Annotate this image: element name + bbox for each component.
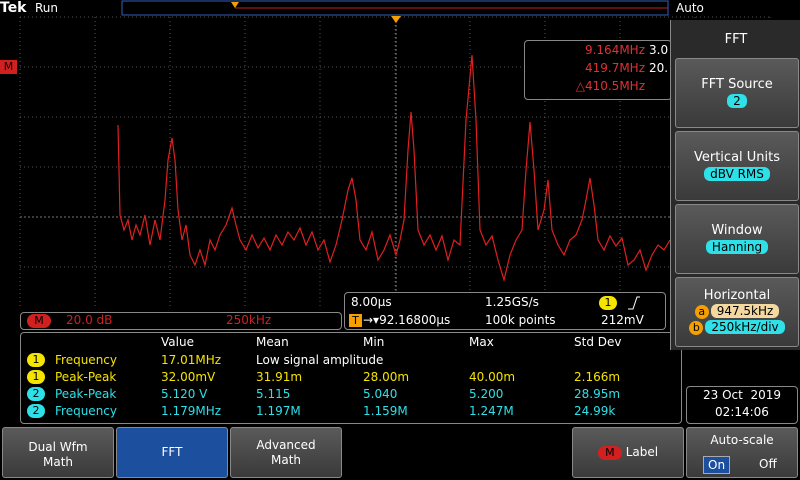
record-length: 100k points xyxy=(485,313,556,327)
fft-trace xyxy=(117,54,671,283)
meas-cell: 28.95m xyxy=(574,387,621,401)
menu-value: dBV RMS xyxy=(704,167,770,181)
meas-name: Frequency xyxy=(55,404,117,418)
label-text: Label xyxy=(625,445,659,459)
meas-cell: 17.01MHz xyxy=(161,353,222,367)
menu-button[interactable]: Horizontal a 947.5kHz b 250kHz/div xyxy=(675,277,799,347)
meas-name: Peak-Peak xyxy=(55,387,117,401)
meas-header: Value xyxy=(161,335,194,349)
trigger-pos-marker xyxy=(391,16,401,23)
meas-cell: 24.99k xyxy=(574,404,616,418)
advanced-math-button[interactable]: Advanced Math xyxy=(230,427,342,478)
menu-row: b 250kHz/div xyxy=(676,320,798,335)
meas-cell: 1.159M xyxy=(363,404,408,418)
cursor-value: 9.164MHz xyxy=(584,43,645,57)
menu-button[interactable]: Vertical Units dBV RMS xyxy=(675,131,799,201)
trigger-mode: Auto xyxy=(676,1,704,15)
meas-channel: 2 xyxy=(27,404,45,418)
meas-cell: 28.00m xyxy=(363,370,410,384)
math-tag: M xyxy=(27,314,51,328)
meas-cell: Low signal amplitude xyxy=(256,353,384,367)
menu-value: 2 xyxy=(727,94,747,108)
autoscale-button[interactable]: Auto-scale On Off xyxy=(686,427,798,478)
autoscale-on: On xyxy=(703,456,731,474)
meas-cell: 1.247M xyxy=(469,404,514,418)
sample-rate: 1.25GS/s xyxy=(485,295,539,309)
dual-wfm-math-button[interactable]: Dual Wfm Math xyxy=(2,427,114,478)
math-horizontal: 250kHz xyxy=(226,313,272,327)
acquisition-panel: 8.00µs 1.25GS/s 1 212mV T →▾92.16800µs 1… xyxy=(344,292,666,330)
cursor-setting: 250kHz/div xyxy=(705,320,785,334)
meas-cell: 5.115 xyxy=(256,387,291,401)
run-state: Run xyxy=(35,1,59,15)
menu-row: a 947.5kHz xyxy=(676,304,798,319)
trigger-tag: T xyxy=(349,314,362,327)
meas-header: Max xyxy=(469,335,494,349)
side-menu: FFT FFT Source 2 Vertical Units dBV RMS Wind… xyxy=(670,20,800,350)
datetime: 23 Oct 2019 02:14:06 xyxy=(686,386,798,424)
meas-cell: 1.179MHz xyxy=(161,404,222,418)
cursor-setting: 947.5kHz xyxy=(710,304,780,318)
meas-channel: 1 xyxy=(27,370,45,384)
math-marker: M xyxy=(0,60,17,74)
menu-label: FFT Source xyxy=(701,77,773,92)
cursor-readout: 9.164MHz 419.7MHz △410.5MHz 3.0 20. xyxy=(524,40,672,100)
menu-label: Vertical Units xyxy=(693,150,781,165)
cursor-tag: b xyxy=(689,321,704,335)
meas-header: Mean xyxy=(256,335,289,349)
brand: Tek xyxy=(0,0,27,16)
meas-channel: 1 xyxy=(27,353,45,367)
trigger-channel: 1 xyxy=(599,296,617,310)
label-tag: M xyxy=(597,446,622,460)
meas-cell: 5.120 V xyxy=(161,387,208,401)
menu-label: Horizontal xyxy=(703,288,771,303)
math-scale: 20.0 dB xyxy=(66,313,113,327)
meas-cell: 32.00mV xyxy=(161,370,216,384)
fft-button[interactable]: FFT xyxy=(116,427,228,478)
meas-cell: 5.200 xyxy=(469,387,504,401)
date: 23 Oct 2019 xyxy=(703,388,781,402)
meas-name: Peak-Peak xyxy=(55,370,117,384)
meas-cell: 2.166m xyxy=(574,370,621,384)
cursor-value-cut: 3.0 xyxy=(649,43,669,57)
trigger-slope xyxy=(628,296,640,310)
measurements: Value Mean Min Max Std Dev 1 Frequency 17.01MHz… xyxy=(20,332,682,424)
cursor-tag: a xyxy=(694,305,709,319)
trigger-position: →▾92.16800µs xyxy=(363,313,451,327)
record-trigger-marker xyxy=(231,2,239,8)
menu-button[interactable]: FFT Source 2 xyxy=(675,58,799,128)
menu-value: Hanning xyxy=(705,240,769,254)
time-div: 8.00µs xyxy=(351,295,392,309)
label-button[interactable]: M Label xyxy=(572,427,684,478)
meas-cell: 40.00m xyxy=(469,370,516,384)
meas-cell: 1.197M xyxy=(256,404,301,418)
menu-title: FFT xyxy=(724,32,748,47)
cursor-value: 419.7MHz xyxy=(584,61,645,75)
trigger-level: 212mV xyxy=(601,313,644,327)
cursor-value: △410.5MHz xyxy=(575,79,645,93)
time: 02:14:06 xyxy=(715,405,769,419)
meas-channel: 2 xyxy=(27,387,45,401)
meas-cell: 5.040 xyxy=(363,387,398,401)
autoscale-title: Auto-scale xyxy=(710,433,774,447)
meas-name: Frequency xyxy=(55,353,117,367)
autoscale-off: Off xyxy=(759,457,777,471)
cursor-value-cut: 20. xyxy=(649,61,669,75)
meas-cell: 31.91m xyxy=(256,370,303,384)
meas-header: Min xyxy=(363,335,385,349)
math-status: M 20.0 dB 250kHz xyxy=(20,312,342,330)
menu-label: Window xyxy=(711,223,763,238)
menu-button[interactable]: Window Hanning xyxy=(675,204,799,274)
meas-header: Std Dev xyxy=(574,335,622,349)
